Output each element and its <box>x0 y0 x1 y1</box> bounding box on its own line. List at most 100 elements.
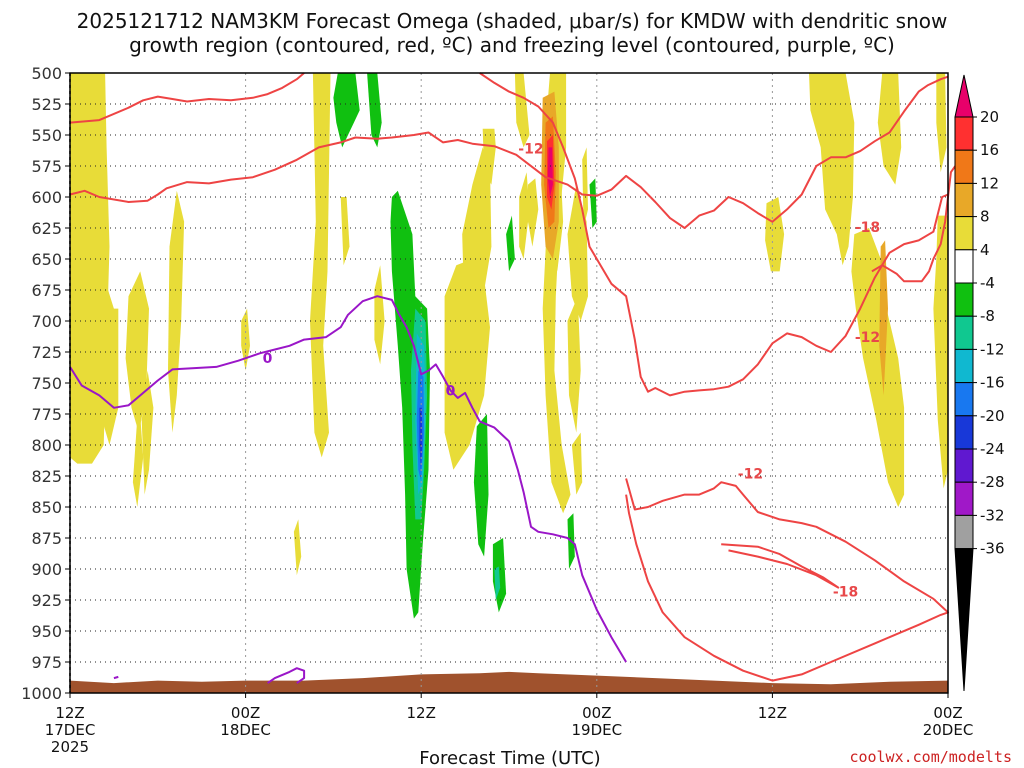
contour-red <box>871 165 963 283</box>
contour-red <box>721 543 840 589</box>
colorbar-label: 16 <box>980 141 999 159</box>
contour-label: -12 <box>518 142 543 158</box>
credit-text: coolwx.com/modelts <box>849 748 1012 766</box>
y-tick-label: 575 <box>31 157 62 176</box>
axes: 500 525 550 575 600 625 650 675 700 725 750 775 800 8… <box>21 64 973 756</box>
y-tick-label: 750 <box>31 374 62 393</box>
y-tick-label: 775 <box>31 405 62 424</box>
y-tick-label: 900 <box>31 560 62 579</box>
shade-neg-8 <box>494 566 501 600</box>
shade-pos <box>462 147 492 321</box>
ground-terrain <box>70 671 948 693</box>
x-tick-date: 18DEC <box>220 721 271 739</box>
colorbar-segment <box>954 382 974 417</box>
colorbar-label: 8 <box>980 208 990 226</box>
x-tick-date: 20DEC <box>923 721 974 739</box>
shade-pos <box>293 519 302 576</box>
contour-label: -18 <box>833 584 858 600</box>
colorbar-segment <box>954 514 974 550</box>
colorbar-label: -16 <box>980 374 1005 392</box>
colorbar: 20 16 12 8 4 -4 -8 -12 -16 -20 -24 -28 -32 -36 <box>954 74 1005 692</box>
shade-pos <box>877 73 902 185</box>
x-tick-time: 00Z <box>933 704 962 722</box>
colorbar-segment <box>954 348 974 384</box>
y-tick-label: 725 <box>31 343 62 362</box>
contour-red <box>479 72 949 397</box>
colorbar-label: -4 <box>980 274 995 292</box>
contour-label: -12 <box>738 467 763 483</box>
shade-pos <box>567 184 588 321</box>
x-tick-year: 2025 <box>51 738 89 756</box>
shade-pos <box>571 432 583 495</box>
colorbar-segment <box>954 74 974 118</box>
contour-red <box>625 478 949 682</box>
shade-pos <box>374 265 385 365</box>
y-tick-label: 950 <box>31 622 62 641</box>
colorbar-segment <box>954 548 974 692</box>
shade-pos <box>567 296 581 433</box>
x-tick-time: 12Z <box>407 704 436 722</box>
x-tick-date: 17DEC <box>45 721 96 739</box>
y-tick-label: 875 <box>31 529 62 548</box>
shade-pos <box>310 73 331 458</box>
shade-pos <box>482 128 496 185</box>
colorbar-segment <box>954 415 974 450</box>
x-axis-label: Forecast Time (UTC) <box>419 748 600 768</box>
x-tick-time: 00Z <box>231 704 260 722</box>
colorbar-segment <box>954 249 974 284</box>
colorbar-label: 20 <box>980 108 999 126</box>
shade-neg <box>473 414 489 557</box>
shade-pos <box>528 178 539 247</box>
shade-neg <box>506 215 515 272</box>
x-tick-time: 12Z <box>55 704 84 722</box>
shade-neg-20 <box>419 407 423 470</box>
shade-pos <box>519 172 530 259</box>
y-tick-label: 825 <box>31 467 62 486</box>
x-tick-date: 19DEC <box>572 721 623 739</box>
grid <box>70 73 948 693</box>
colorbar-label: 4 <box>980 241 990 259</box>
colorbar-label: -8 <box>980 307 995 325</box>
colorbar-segment <box>954 448 974 483</box>
y-tick-label: 525 <box>31 95 62 114</box>
shade-pos <box>132 395 144 507</box>
y-tick-label: 550 <box>31 126 62 145</box>
y-tick-label: 675 <box>31 281 62 300</box>
chart-title-line2: growth region (contoured, red, ºC) and f… <box>129 33 895 57</box>
colorbar-label: -32 <box>980 506 1005 524</box>
shade-pos <box>582 147 588 228</box>
x-tick-time: 12Z <box>758 704 787 722</box>
contour-label: 0 <box>446 383 456 399</box>
colorbar-label: 12 <box>980 174 999 192</box>
shade-neg <box>367 73 382 148</box>
x-tick-time: 00Z <box>582 704 611 722</box>
colorbar-segment <box>954 282 974 317</box>
colorbar-label: -20 <box>980 407 1005 425</box>
shade-pos <box>765 197 785 272</box>
y-tick-label: 650 <box>31 250 62 269</box>
ground-fill <box>70 671 948 693</box>
contour-label: 0 <box>263 351 273 367</box>
shade-pos <box>99 308 119 445</box>
contour-purple <box>113 675 119 680</box>
omega-shading <box>70 73 948 619</box>
shade-pos <box>168 190 185 433</box>
shade-neg <box>333 73 360 148</box>
shade-pos-8 <box>879 240 888 396</box>
y-tick-label: 925 <box>31 591 62 610</box>
colorbar-label: -12 <box>980 340 1005 358</box>
shade-pos <box>340 197 350 266</box>
y-tick-label: 625 <box>31 219 62 238</box>
y-tick-label: 500 <box>31 64 62 83</box>
colorbar-segment <box>954 116 974 151</box>
shade-pos <box>851 228 905 507</box>
y-tick-label: 600 <box>31 188 62 207</box>
contour-red <box>69 75 949 229</box>
chart-title-line1: 2025121712 NAM3KM Forecast Omega (shaded… <box>77 9 948 33</box>
contour-purple <box>267 667 306 684</box>
colorbar-segment <box>954 149 974 184</box>
y-tick-label: 1000 <box>21 684 62 703</box>
shade-pos <box>141 370 154 495</box>
colorbar-label: -36 <box>980 540 1005 558</box>
